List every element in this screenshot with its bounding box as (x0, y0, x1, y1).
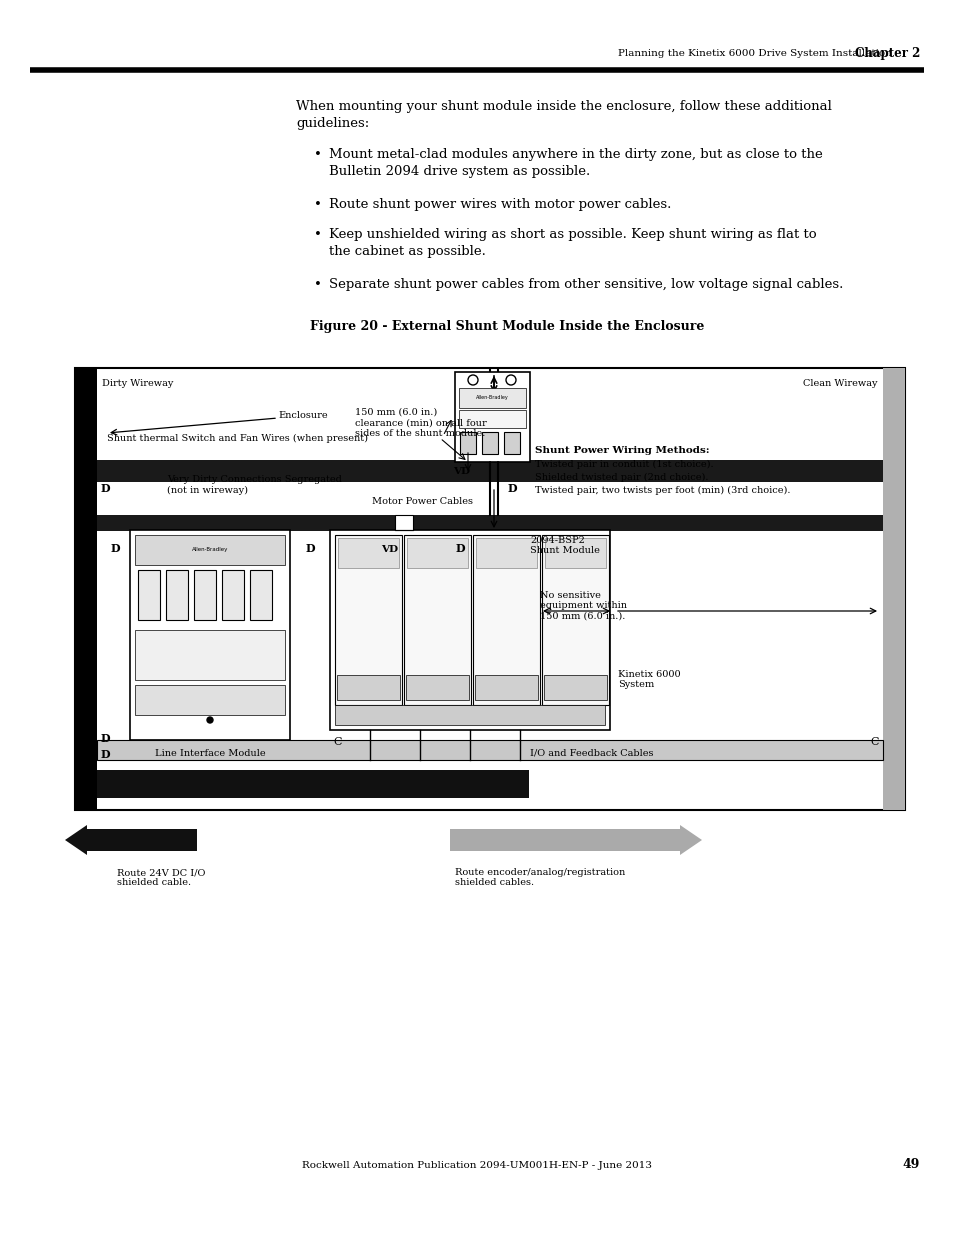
Bar (97, 769, 529, 798)
Circle shape (468, 375, 477, 385)
Text: D: D (455, 543, 464, 555)
Text: Route encoder/analog/registration
shielded cables.: Route encoder/analog/registration shield… (455, 868, 624, 888)
Text: Allen-Bradley: Allen-Bradley (476, 395, 508, 400)
Bar (336, 676, 399, 700)
Bar (75, 368, 904, 810)
Text: Shielded twisted pair (2nd choice).: Shielded twisted pair (2nd choice). (535, 473, 708, 482)
Bar (406, 676, 469, 700)
Text: •: • (314, 278, 321, 291)
Bar (476, 538, 537, 568)
Bar (135, 630, 285, 680)
Text: Bulletin 2094 drive system as possible.: Bulletin 2094 drive system as possible. (329, 165, 590, 178)
Text: VD: VD (381, 545, 398, 553)
Text: Rockwell Automation Publication 2094-UM001H-EN-P - June 2013: Rockwell Automation Publication 2094-UM0… (302, 1161, 651, 1170)
Bar (130, 530, 290, 740)
Text: Very Dirty Connections Segregated
(not in wireway): Very Dirty Connections Segregated (not i… (167, 475, 341, 494)
Bar (222, 571, 244, 620)
Bar (138, 571, 160, 620)
Text: No sensitive
equipment within
150 mm (6.0 in.).: No sensitive equipment within 150 mm (6.… (539, 592, 626, 621)
Text: •: • (314, 198, 321, 211)
Text: Mount metal-clad modules anywhere in the dirty zone, but as close to the: Mount metal-clad modules anywhere in the… (329, 148, 821, 161)
Text: 49: 49 (902, 1158, 919, 1172)
Text: I/O and Feedback Cables: I/O and Feedback Cables (530, 748, 653, 757)
Bar (135, 535, 285, 564)
Bar (543, 676, 606, 700)
Text: •: • (314, 148, 321, 161)
Text: VD: VD (453, 467, 470, 475)
Bar (166, 571, 188, 620)
Text: Twisted pair in conduit (1st choice).: Twisted pair in conduit (1st choice). (535, 459, 713, 469)
Text: Clean Wireway: Clean Wireway (802, 379, 877, 389)
Bar (882, 368, 904, 810)
Text: Figure 20 - External Shunt Module Inside the Enclosure: Figure 20 - External Shunt Module Inside… (310, 320, 703, 333)
Bar (473, 535, 539, 705)
Text: Shunt thermal Switch and Fan Wires (when present): Shunt thermal Switch and Fan Wires (when… (107, 433, 368, 442)
Bar (337, 538, 398, 568)
Text: C: C (334, 737, 342, 747)
Text: Enclosure: Enclosure (277, 411, 327, 420)
Text: Motor Power Cables: Motor Power Cables (372, 498, 473, 506)
Circle shape (207, 718, 213, 722)
Text: D: D (305, 543, 314, 555)
Text: D: D (101, 483, 111, 494)
Bar (135, 685, 285, 715)
Bar (407, 538, 468, 568)
Bar (544, 538, 605, 568)
Bar (335, 535, 401, 705)
FancyArrow shape (450, 825, 701, 855)
Text: Dirty Wireway: Dirty Wireway (102, 379, 173, 389)
Bar (503, 432, 519, 454)
Bar (481, 432, 497, 454)
Text: D: D (101, 732, 111, 743)
Text: Line Interface Module: Line Interface Module (154, 750, 265, 758)
Bar (330, 530, 609, 730)
Bar (335, 705, 604, 725)
Text: Twisted pair, two twists per foot (min) (3rd choice).: Twisted pair, two twists per foot (min) … (535, 487, 790, 495)
Text: the cabinet as possible.: the cabinet as possible. (329, 245, 485, 258)
Bar (97, 740, 882, 760)
Text: D: D (101, 748, 111, 760)
Text: Keep unshielded wiring as short as possible. Keep shunt wiring as flat to: Keep unshielded wiring as short as possi… (329, 228, 816, 241)
Bar (97, 515, 882, 531)
Bar (541, 535, 608, 705)
Text: D: D (507, 483, 517, 494)
Bar (455, 372, 530, 462)
Text: 150 mm (6.0 in.)
clearance (min) on all four
sides of the shunt module.: 150 mm (6.0 in.) clearance (min) on all … (355, 408, 486, 437)
Text: Route shunt power wires with motor power cables.: Route shunt power wires with motor power… (329, 198, 671, 211)
Bar (475, 676, 537, 700)
Bar (75, 368, 97, 810)
Text: D: D (111, 543, 120, 555)
Text: C: C (870, 737, 879, 747)
Text: Separate shunt power cables from other sensitive, low voltage signal cables.: Separate shunt power cables from other s… (329, 278, 842, 291)
Bar (97, 459, 882, 482)
FancyArrow shape (65, 825, 196, 855)
Text: Route 24V DC I/O
shielded cable.: Route 24V DC I/O shielded cable. (117, 868, 205, 888)
Circle shape (505, 375, 516, 385)
Text: Planning the Kinetix 6000 Drive System Installation: Planning the Kinetix 6000 Drive System I… (618, 48, 891, 58)
Bar (459, 432, 476, 454)
Text: Shunt Power Wiring Methods:: Shunt Power Wiring Methods: (535, 446, 709, 454)
Bar (193, 571, 215, 620)
Text: 2094-BSP2
Shunt Module: 2094-BSP2 Shunt Module (530, 536, 599, 556)
Text: Allen-Bradley: Allen-Bradley (192, 547, 228, 552)
Bar (395, 515, 413, 530)
Bar (458, 410, 525, 429)
Text: guidelines:: guidelines: (295, 117, 369, 130)
Text: Chapter 2: Chapter 2 (854, 47, 919, 59)
Text: When mounting your shunt module inside the enclosure, follow these additional: When mounting your shunt module inside t… (295, 100, 831, 112)
Bar (458, 388, 525, 408)
Text: •: • (314, 228, 321, 241)
Bar (250, 571, 272, 620)
Text: Kinetix 6000
System: Kinetix 6000 System (618, 671, 679, 689)
Bar (403, 535, 471, 705)
